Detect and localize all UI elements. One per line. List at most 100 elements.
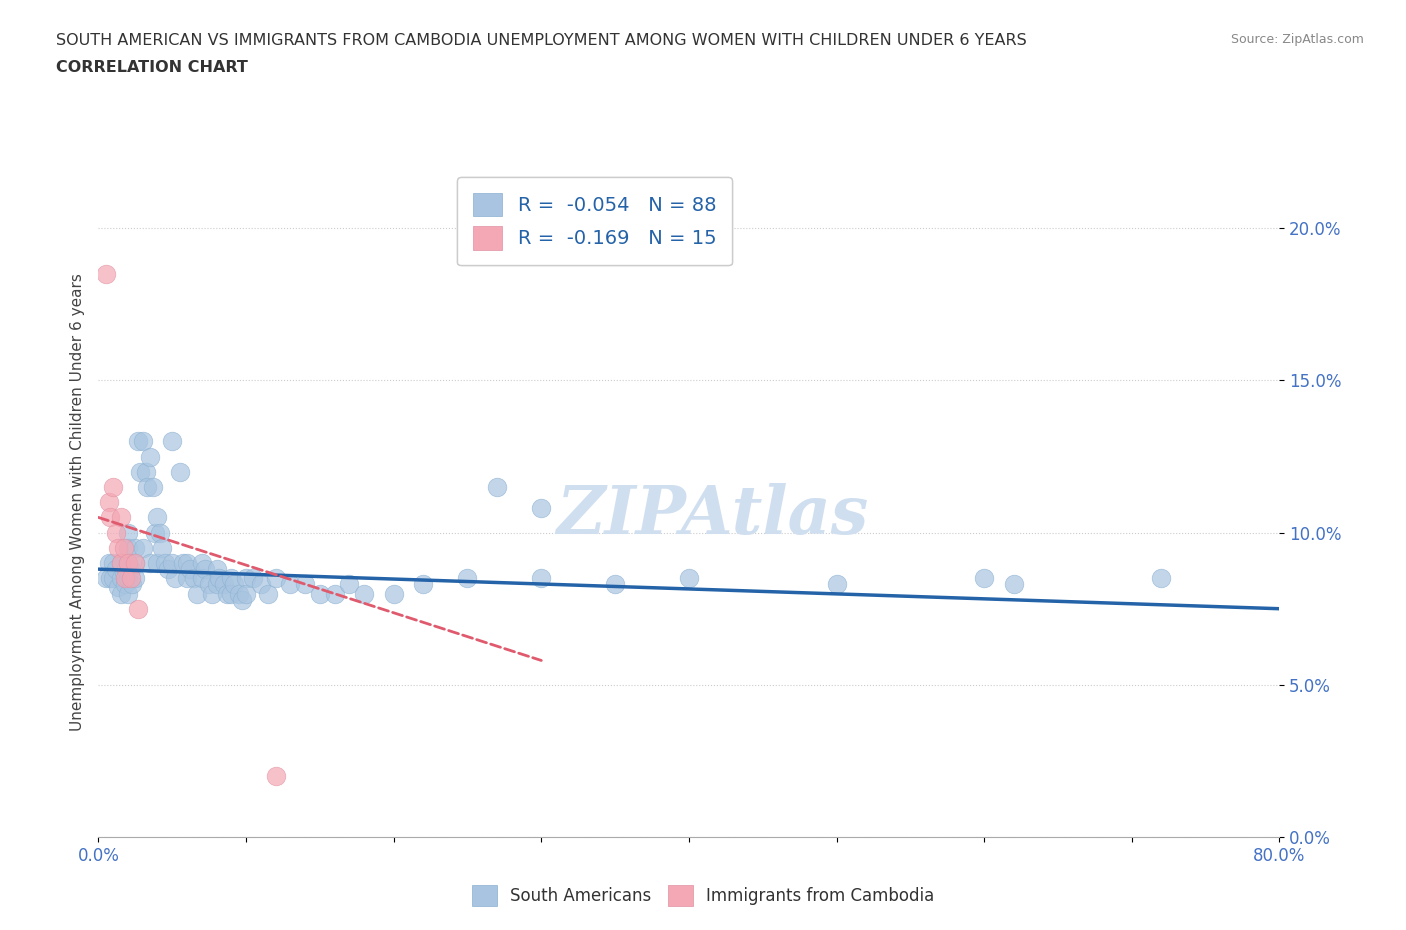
Point (257, 586, 280, 601)
Point (486, 480, 509, 495)
Point (150, 540, 173, 555)
Point (323, 586, 346, 601)
Point (530, 571, 553, 586)
Point (110, 555, 132, 570)
Point (678, 571, 700, 586)
Point (115, 562, 138, 577)
Point (94, 571, 117, 586)
Point (142, 480, 165, 495)
Point (139, 449, 162, 464)
Point (191, 571, 214, 586)
Point (94, 267, 117, 282)
Point (605, 577, 627, 591)
Point (156, 562, 179, 577)
Legend: South Americans, Immigrants from Cambodia: South Americans, Immigrants from Cambodi… (465, 879, 941, 912)
Point (530, 501, 553, 516)
Point (309, 586, 332, 601)
Point (135, 464, 157, 479)
Point (124, 540, 146, 555)
Point (98, 510, 121, 525)
Point (1002, 577, 1025, 591)
Point (224, 577, 246, 591)
Point (264, 571, 287, 586)
Point (127, 434, 149, 449)
Point (124, 571, 146, 586)
Point (382, 586, 405, 601)
Point (194, 562, 217, 577)
Point (162, 434, 183, 449)
Point (112, 540, 135, 555)
Point (176, 555, 198, 570)
Text: Source: ZipAtlas.com: Source: ZipAtlas.com (1230, 33, 1364, 46)
Point (162, 555, 183, 570)
Point (117, 555, 139, 570)
Point (825, 577, 848, 591)
Text: SOUTH AMERICAN VS IMMIGRANTS FROM CAMBODIA UNEMPLOYMENT AMONG WOMEN WITH CHILDRE: SOUTH AMERICAN VS IMMIGRANTS FROM CAMBOD… (56, 33, 1026, 47)
Point (219, 571, 242, 586)
Point (107, 580, 129, 595)
Point (124, 555, 146, 570)
Point (215, 586, 238, 601)
Point (110, 586, 132, 601)
Point (128, 464, 150, 479)
Point (124, 555, 146, 570)
Point (146, 555, 169, 570)
Point (117, 540, 139, 555)
Point (117, 571, 139, 586)
Point (105, 525, 128, 540)
Text: ZIPAtlas: ZIPAtlas (557, 483, 869, 548)
Point (231, 592, 253, 607)
Point (169, 464, 191, 479)
Point (176, 571, 198, 586)
Point (294, 577, 316, 591)
Point (103, 480, 125, 495)
Point (179, 562, 201, 577)
Point (191, 555, 214, 570)
Point (242, 571, 264, 586)
Point (103, 555, 125, 570)
Point (117, 555, 139, 570)
Point (1150, 571, 1173, 586)
Point (186, 586, 208, 601)
Y-axis label: Unemployment Among Women with Children Under 6 years: Unemployment Among Women with Children U… (69, 273, 84, 731)
Point (146, 510, 169, 525)
Legend: R =  -0.054   N = 88, R =  -0.169   N = 15: R = -0.054 N = 88, R = -0.169 N = 15 (457, 177, 731, 265)
Point (205, 562, 228, 577)
Point (114, 577, 136, 591)
Point (250, 577, 273, 591)
Point (153, 555, 176, 570)
Point (110, 510, 132, 525)
Point (235, 586, 257, 601)
Point (121, 577, 143, 591)
Point (117, 525, 139, 540)
Point (456, 571, 478, 586)
Point (235, 571, 257, 586)
Point (278, 577, 302, 591)
Point (103, 571, 125, 586)
Point (114, 571, 136, 586)
Point (120, 571, 142, 586)
Point (264, 769, 287, 784)
Point (219, 586, 242, 601)
Point (337, 577, 360, 591)
Point (208, 571, 231, 586)
Point (973, 571, 995, 586)
Point (165, 571, 187, 586)
Point (110, 555, 132, 570)
Point (412, 577, 434, 591)
Point (117, 586, 139, 601)
Point (105, 562, 128, 577)
Point (132, 540, 155, 555)
Point (97, 495, 120, 510)
Point (143, 525, 166, 540)
Point (172, 555, 194, 570)
Text: CORRELATION CHART: CORRELATION CHART (56, 60, 247, 75)
Point (112, 565, 135, 579)
Point (212, 577, 235, 591)
Point (183, 571, 205, 586)
Point (136, 480, 159, 495)
Point (149, 525, 172, 540)
Point (110, 571, 132, 586)
Point (98, 571, 121, 586)
Point (120, 562, 142, 577)
